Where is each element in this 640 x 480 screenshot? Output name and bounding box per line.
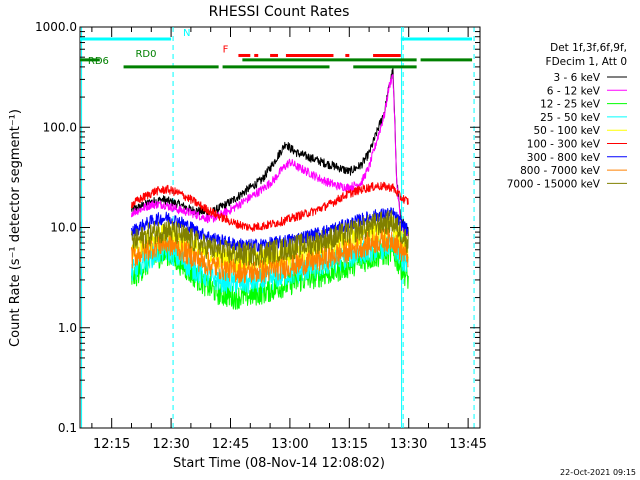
x-axis-label: Start Time (08-Nov-14 12:08:02) [173,456,385,471]
legend-label-25-50-kev: 25 - 50 keV [540,112,601,124]
x-tick-label: 13:45 [449,437,486,452]
x-tick-label: 12:30 [152,437,189,452]
legend-label-12-25-kev: 12 - 25 keV [540,99,601,111]
state-bar-label-rd0: RD0 [135,49,156,60]
state-bar-label-f: F [223,44,229,55]
series-line-7000-15000-kev [131,210,409,266]
chart-title: RHESSI Count Rates [209,4,350,20]
state-bar-label-rd6: RD6 [88,56,109,67]
y-tick-label: 1000.0 [35,20,77,34]
timestamp: 22-Oct-2021 09:15 [560,468,636,477]
series-line-3-6-kev [131,66,409,236]
legend-label-800-7000-kev: 800 - 7000 keV [520,165,601,177]
x-tick-label: 12:15 [93,437,130,452]
x-tick-label: 13:15 [331,437,368,452]
y-tick-label: 1.0 [58,321,77,335]
y-tick-label: 100.0 [43,120,77,134]
legend-label-50-100-kev: 50 - 100 keV [533,125,600,137]
legend-label-6-12-kev: 6 - 12 keV [547,85,601,97]
x-tick-label: 13:00 [271,437,308,452]
series-line-100-300-kev [131,181,409,232]
y-axis-label: Count Rate (s⁻¹ detector segment⁻¹) [8,109,23,347]
y-tick-label: 0.1 [58,421,77,435]
series-line-800-7000-kev [131,227,409,284]
state-bar-label-n: N [183,28,190,39]
legend-header-line-2: FDecim 1, Att 0 [546,56,627,68]
x-tick-label: 13:30 [390,437,427,452]
x-tick-label: 12:45 [212,437,249,452]
series-line-6-12-kev [131,74,409,237]
y-tick-label: 10.0 [50,221,77,235]
legend-label-300-800-kev: 300 - 800 keV [527,152,601,164]
legend-label-7000-15000-kev: 7000 - 15000 keV [507,178,601,190]
legend-label-3-6-kev: 3 - 6 keV [553,72,600,84]
legend-label-100-300-kev: 100 - 300 keV [527,139,601,151]
legend-header-line-1: Det 1f,3f,6f,9f, [550,42,627,54]
